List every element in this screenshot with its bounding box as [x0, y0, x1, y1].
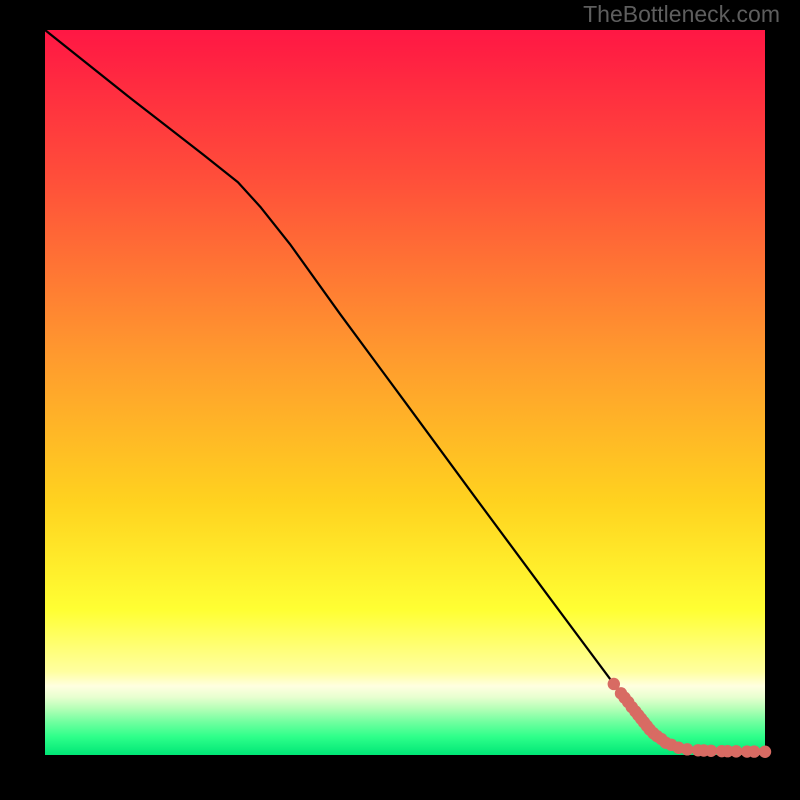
chart-root: TheBottleneck.com [0, 0, 800, 800]
watermark-text: TheBottleneck.com [583, 1, 780, 27]
data-marker [730, 745, 742, 757]
data-marker [748, 745, 760, 757]
plot-area [45, 30, 765, 755]
data-marker [759, 746, 771, 758]
data-marker [681, 743, 693, 755]
data-marker [705, 745, 717, 757]
chart-svg: TheBottleneck.com [0, 0, 800, 800]
